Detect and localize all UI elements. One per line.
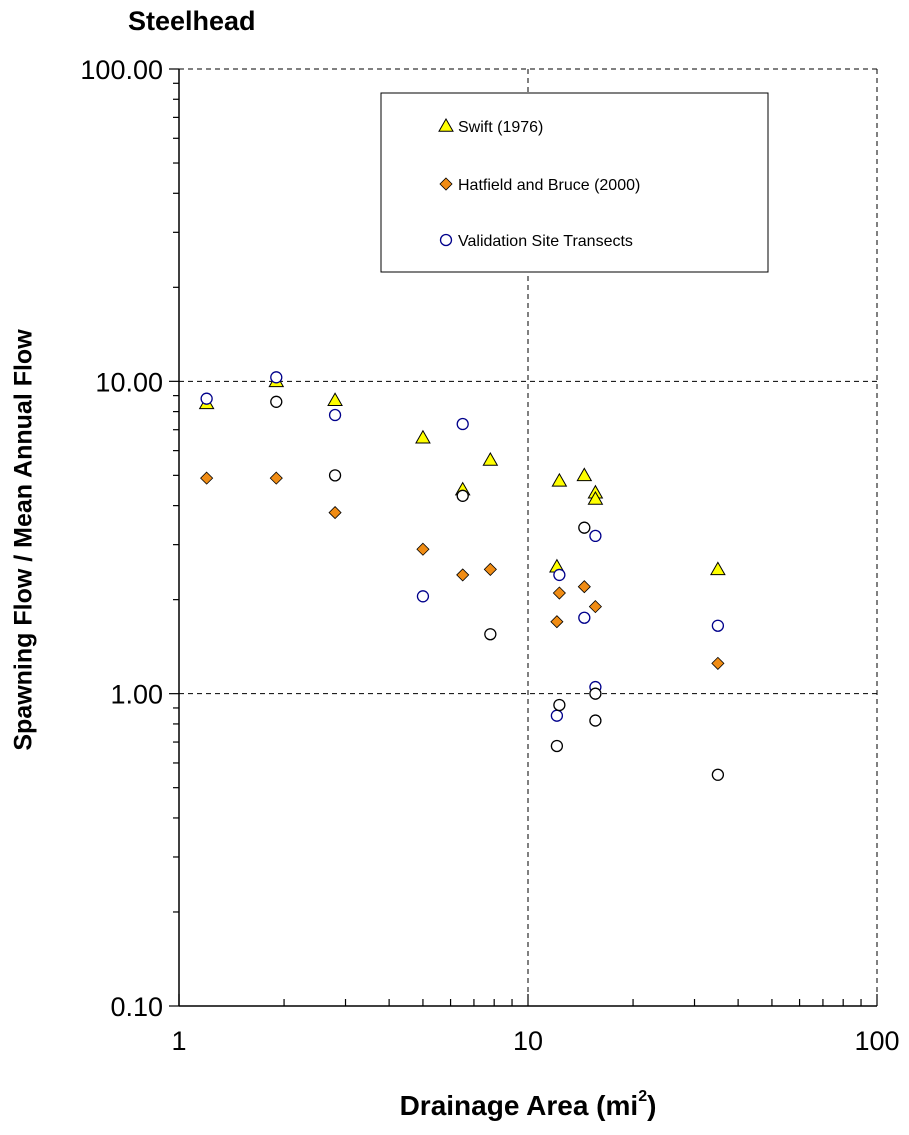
hatfield-bruce-2000-point bbox=[711, 656, 725, 670]
hatfield-bruce-2000-point bbox=[483, 562, 497, 576]
swift-1976-point bbox=[482, 451, 499, 466]
swift-1976-point bbox=[576, 467, 593, 482]
legend-marker bbox=[438, 117, 454, 132]
unlabeled-circle-point bbox=[589, 714, 602, 727]
hatfield-bruce-2000-point bbox=[416, 542, 430, 556]
unlabeled-circle-point bbox=[578, 521, 591, 534]
legend-entry-swift: Swift (1976) bbox=[458, 119, 543, 136]
x-axis-label-main: Drainage Area (mi bbox=[399, 1090, 639, 1121]
validation-site-point bbox=[578, 611, 591, 624]
unlabeled-circle-point bbox=[456, 489, 469, 502]
swift-1976-point bbox=[551, 472, 568, 487]
unlabeled-circle-point bbox=[711, 768, 725, 781]
hatfield-bruce-2000-point bbox=[550, 615, 564, 629]
x-axis-label-superscript: 2 bbox=[638, 1087, 648, 1105]
legend-marker bbox=[439, 233, 453, 247]
validation-site-point bbox=[328, 408, 342, 422]
tick-marks bbox=[169, 68, 878, 1007]
unlabeled-circle-point bbox=[484, 628, 497, 641]
x-tick-label: 100 bbox=[854, 1026, 899, 1056]
hatfield-bruce-2000-point bbox=[552, 586, 566, 600]
hatfield-bruce-2000-point bbox=[269, 471, 283, 485]
tick-labels: 1 10 100 100.00 10.00 1.00 0.10 bbox=[80, 55, 899, 1056]
validation-site-point bbox=[589, 529, 602, 543]
unlabeled-circle-point bbox=[270, 395, 283, 408]
y-tick-label: 100.00 bbox=[80, 55, 163, 85]
y-tick-label: 1.00 bbox=[110, 680, 163, 710]
unlabeled-circle-point bbox=[589, 687, 602, 700]
y-tick-label: 0.10 bbox=[110, 992, 163, 1022]
x-axis-label-end: ) bbox=[647, 1090, 657, 1121]
unlabeled-circle-point bbox=[328, 469, 342, 482]
x-tick-label: 10 bbox=[513, 1026, 543, 1056]
validation-site-point bbox=[270, 371, 283, 384]
validation-site-point bbox=[456, 417, 469, 431]
unlabeled-circle-point bbox=[550, 739, 564, 753]
y-tick-label: 10.00 bbox=[95, 367, 163, 397]
legend-entry-validation: Validation Site Transects bbox=[458, 233, 633, 250]
unlabeled-circle-point bbox=[553, 698, 566, 712]
hatfield-bruce-2000-point bbox=[456, 568, 470, 582]
swift-1976-point bbox=[587, 490, 604, 505]
validation-site-point bbox=[200, 392, 213, 405]
swift-1976-point bbox=[327, 392, 343, 406]
validation-site-point bbox=[416, 590, 430, 603]
validation-site-point bbox=[550, 709, 564, 722]
x-tick-label: 1 bbox=[171, 1026, 186, 1056]
hatfield-bruce-2000-point bbox=[588, 600, 602, 614]
chart-title: Steelhead bbox=[128, 6, 256, 36]
hatfield-bruce-2000-point bbox=[328, 506, 342, 520]
validation-site-point bbox=[711, 619, 725, 632]
swift-1976-point bbox=[710, 561, 726, 576]
validation-site-point bbox=[553, 568, 566, 582]
hatfield-bruce-2000-point bbox=[577, 580, 591, 594]
x-axis-label: Drainage Area (mi2) bbox=[399, 1087, 657, 1122]
swift-1976-point bbox=[415, 429, 431, 444]
data-points bbox=[198, 371, 726, 781]
legend: Swift (1976) Hatfield and Bruce (2000) Val… bbox=[380, 92, 769, 273]
legend-entry-hatfield-bruce: Hatfield and Bruce (2000) bbox=[458, 177, 640, 194]
hatfield-bruce-2000-point bbox=[200, 471, 214, 485]
legend-marker bbox=[439, 177, 453, 191]
